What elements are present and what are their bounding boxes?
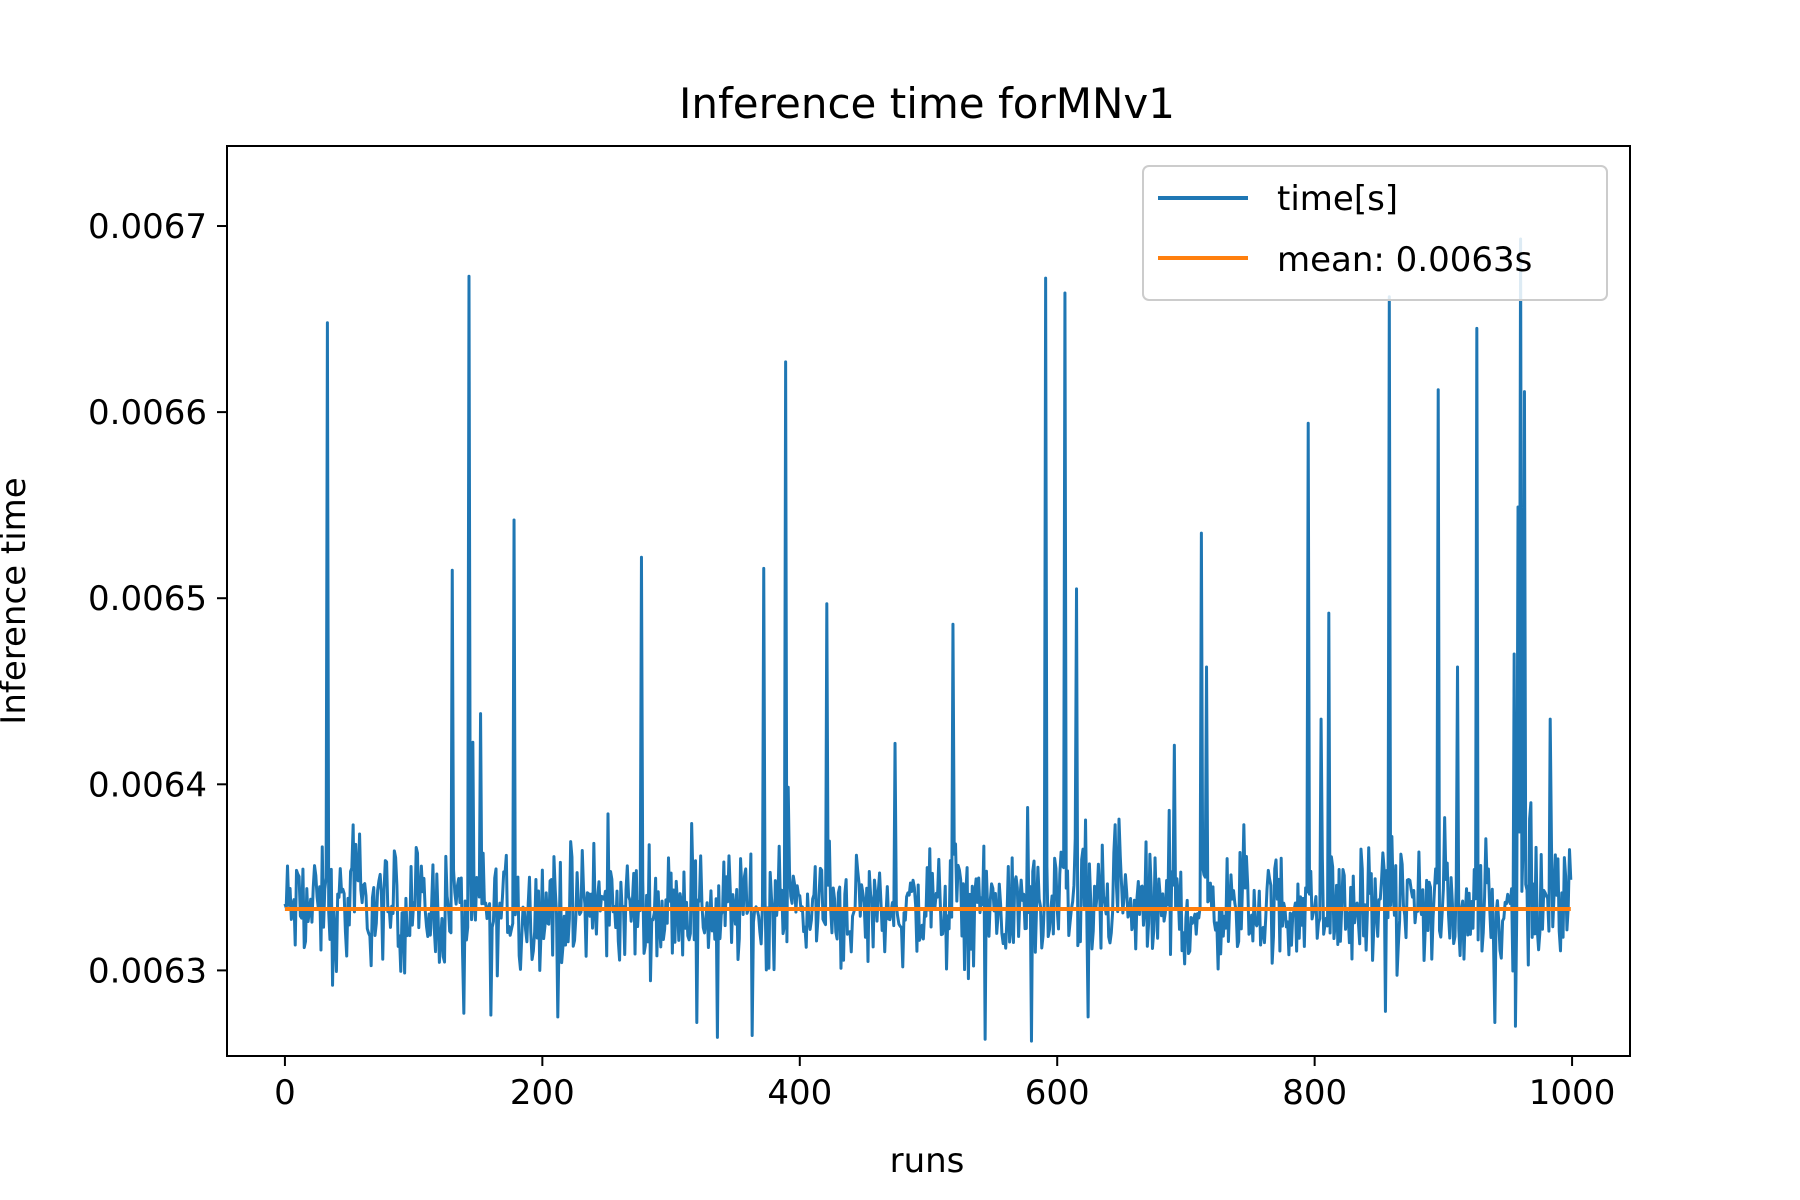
y-tick-label: 0.0065 [88, 579, 207, 619]
x-tick-label: 1000 [1529, 1073, 1616, 1113]
legend-label-time: time[s] [1277, 179, 1398, 219]
y-axis: 0.0063 0.0064 0.0065 0.0066 0.0067 [88, 207, 227, 991]
x-tick-label: 600 [1025, 1073, 1090, 1113]
series-time-line [283, 237, 1573, 1043]
plot-frame [226, 145, 1631, 1057]
y-tick-label: 0.0067 [88, 207, 207, 247]
y-tick-label: 0.0064 [88, 765, 207, 805]
plot-area [226, 145, 1631, 1057]
x-tick-label: 800 [1282, 1073, 1347, 1113]
legend: time[s] mean: 0.0063s [1142, 165, 1608, 301]
x-axis-label: runs [890, 1141, 965, 1181]
series-layer [283, 237, 1573, 1043]
legend-label-mean: mean: 0.0063s [1277, 240, 1532, 280]
x-tick-label: 0 [274, 1073, 296, 1113]
x-tick-label: 400 [767, 1073, 832, 1113]
y-tick-label: 0.0063 [88, 951, 207, 991]
legend-box [1142, 165, 1608, 301]
x-axis: 0 200 400 600 800 1000 [274, 1056, 1615, 1113]
chart-title: Inference time forMNv1 [679, 79, 1175, 128]
x-tick-label: 200 [510, 1073, 575, 1113]
y-tick-label: 0.0066 [88, 393, 207, 433]
y-axis-label: Inference time [0, 477, 34, 724]
